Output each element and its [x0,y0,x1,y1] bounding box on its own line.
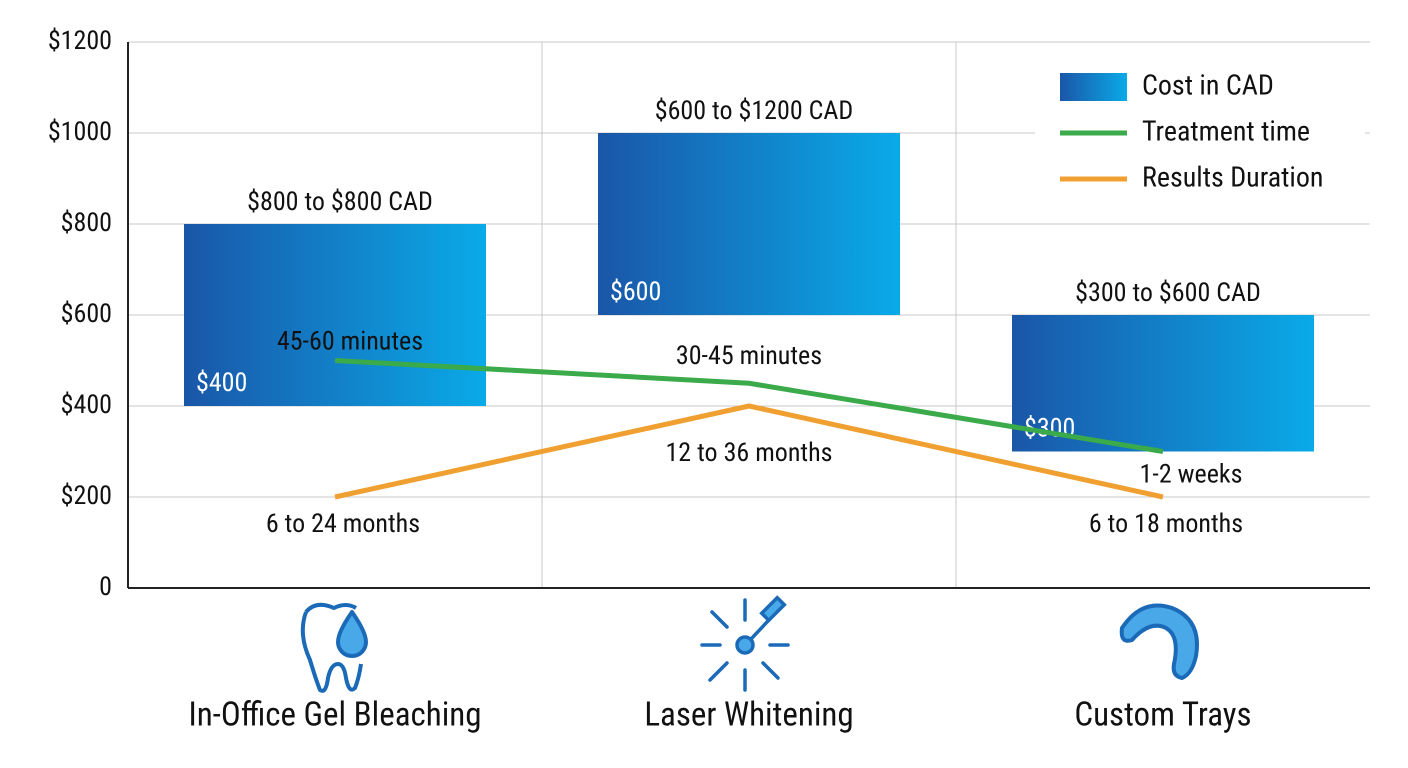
marks: $800 to $800 CAD $400 $600 to $1200 CAD $60… [184,96,1314,539]
x-tick-label: Custom Trays [1074,696,1251,735]
x-tick-label: Laser Whitening [644,696,853,735]
point-label: 30-45 minutes [676,341,822,371]
point-label: 12 to 36 months [665,438,832,468]
range-label: $800 to $800 CAD [247,187,433,217]
line [334,358,1164,454]
range-bar [598,133,900,315]
y-tick-label: $600 [61,299,112,329]
y-tick-label: $1000 [48,117,112,147]
y-tick-label: $400 [61,390,112,420]
tray-icon [1119,603,1199,681]
legend: Cost in CAD Treatment time Results Duratio… [1035,62,1365,204]
laser-icon [700,595,790,692]
low-label: $600 [610,277,661,307]
legend-swatch [1060,73,1127,101]
y-tick-label: $200 [61,481,112,511]
legend-label: Results Duration [1142,160,1323,193]
point-label: 1-2 weeks [1140,459,1243,489]
legend-label: Treatment time [1142,114,1310,147]
range-bar [1012,315,1314,452]
range-label: $600 to $1200 CAD [655,96,853,126]
range-bar [184,224,486,406]
point-label: 6 to 24 months [266,509,420,539]
legend-label: Cost in CAD [1142,68,1274,101]
range-label: $300 to $600 CAD [1075,278,1261,308]
y-tick-label: $1200 [48,26,112,56]
y-tick-label: $800 [61,208,112,238]
line [334,403,1164,500]
point-label: 6 to 18 months [1089,509,1243,539]
y-tick-label: 0 [99,572,112,602]
x-tick-label: In-Office Gel Bleaching [188,696,481,735]
point-label: 45-60 minutes [277,326,423,356]
tooth-icon [300,602,368,693]
low-label: $400 [196,368,247,398]
